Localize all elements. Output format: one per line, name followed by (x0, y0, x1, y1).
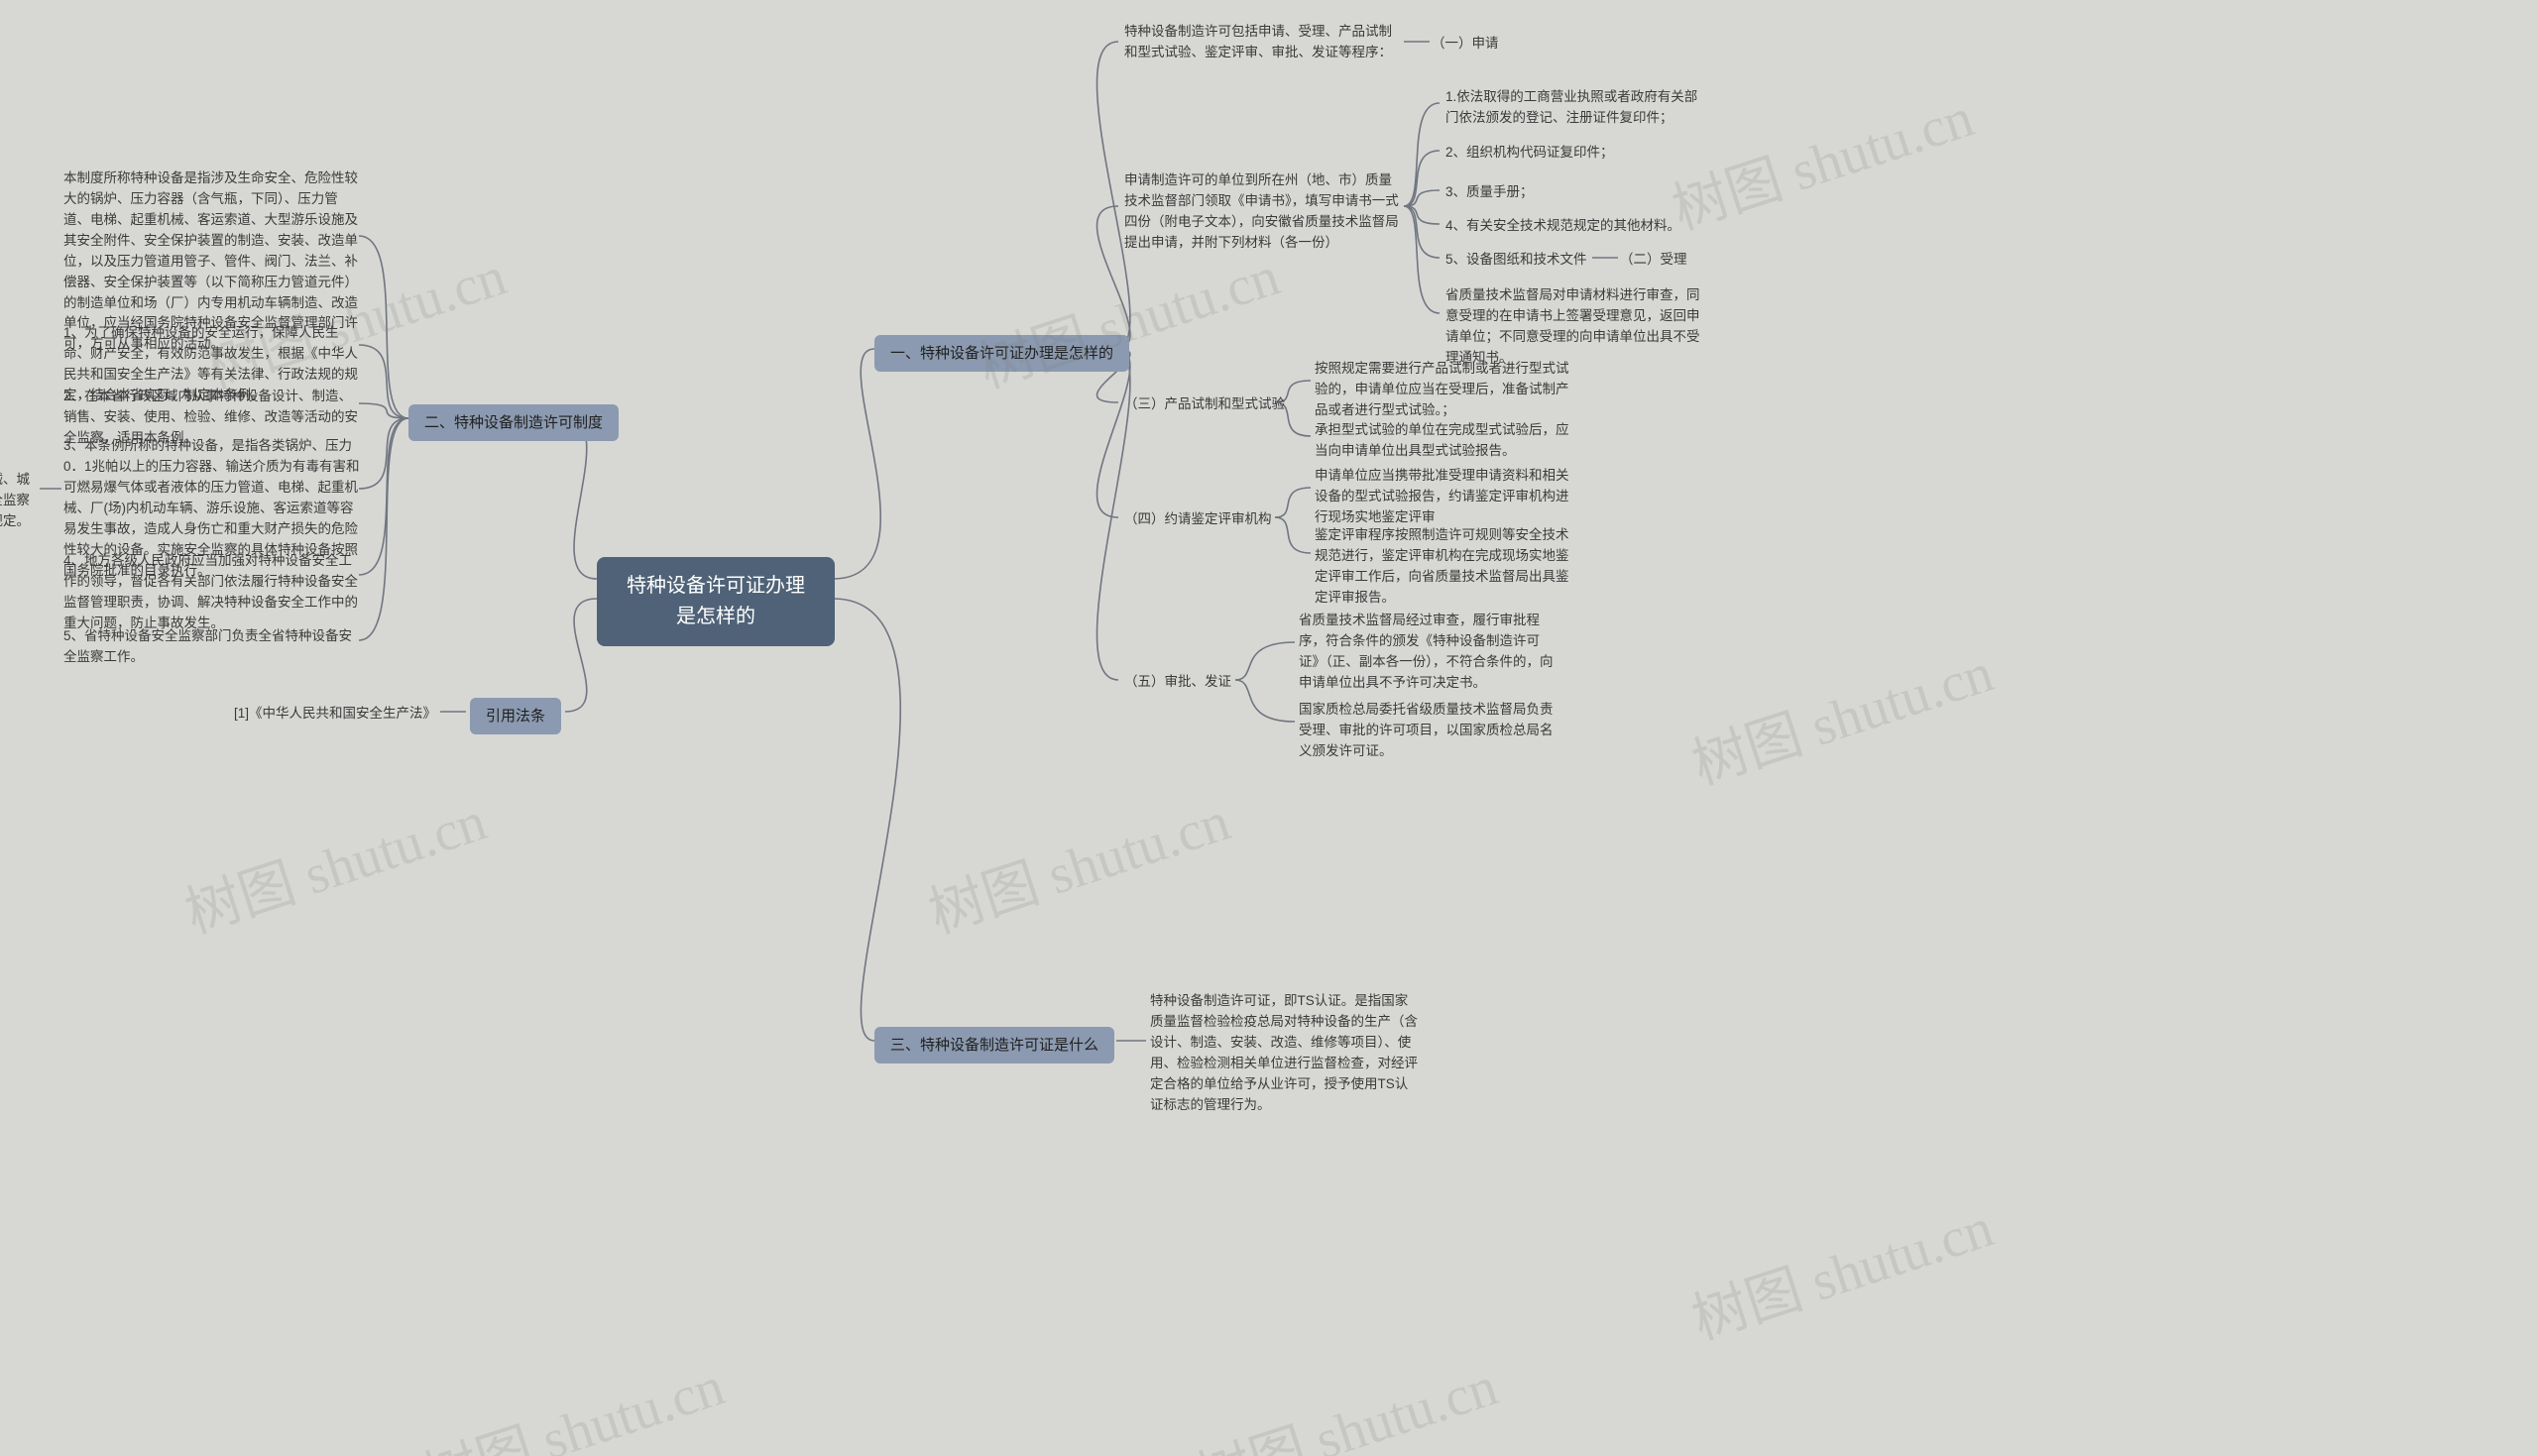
leaf-1-5-label: （五）审批、发证 (1124, 672, 1231, 693)
leaf-1-1-tag: （一）申请 (1432, 34, 1499, 55)
leaf-1-2-d: 4、有关安全技术规范规定的其他材料。 (1445, 216, 1680, 237)
branch-1[interactable]: 一、特种设备许可证办理是怎样的 (874, 335, 1129, 372)
leaf-1-2-b: 2、组织机构代码证复印件； (1445, 143, 1614, 164)
leaf-1-1: 特种设备制造许可包括申请、受理、产品试制和型式试验、鉴定评审、审批、发证等程序： (1124, 22, 1402, 63)
branch-2[interactable]: 二、特种设备制造许可制度 (408, 404, 619, 441)
leaf-1-2-e: 5、设备图纸和技术文件 (1445, 250, 1587, 271)
leaf-1-2-c: 3、质量手册； (1445, 182, 1534, 203)
leaf-1-2-head: 申请制造许可的单位到所在州（地、市）质量技术监督部门领取《申请书》，填写申请书一… (1124, 170, 1402, 254)
leaf-1-5-a: 省质量技术监督局经过审查，履行审批程序，符合条件的颁发《特种设备制造许可证》（正… (1299, 611, 1557, 694)
leaf-2-p4-aside: 法律、法规对建筑施工现场的起重机械、城市公用燃气压力管道等特种设备的安全监察另有… (0, 470, 30, 532)
leaf-1-2-a: 1.依法取得的工商营业执照或者政府有关部门依法颁发的登记、注册证件复印件； (1445, 87, 1703, 129)
leaf-1-4-a: 申请单位应当携带批准受理申请资料和相关设备的型式试验报告，约请鉴定评审机构进行现… (1315, 466, 1572, 528)
branch-3[interactable]: 三、特种设备制造许可证是什么 (874, 1027, 1114, 1064)
leaf-1-4-label: （四）约请鉴定评审机构 (1124, 509, 1272, 530)
root-node[interactable]: 特种设备许可证办理是怎样的 (597, 557, 835, 646)
leaf-1-2-f: 省质量技术监督局对申请材料进行审查，同意受理的在申请书上签署受理意见，返回申请单… (1445, 285, 1703, 369)
leaf-1-4-b: 鉴定评审程序按照制造许可规则等安全技术规范进行，鉴定评审机构在完成现场实地鉴定评… (1315, 525, 1572, 609)
branch-4[interactable]: 引用法条 (470, 698, 561, 734)
leaf-1-2-e-tag: （二）受理 (1620, 250, 1687, 271)
leaf-3-text: 特种设备制造许可证，即TS认证。是指国家质量监督检验检疫总局对特种设备的生产（含… (1150, 991, 1418, 1116)
leaf-1-3-label: （三）产品试制和型式试验 (1124, 394, 1285, 415)
leaf-2-p5: 4、地方各级人民政府应当加强对特种设备安全工作的领导，督促各有关部门依法履行特种… (63, 551, 361, 634)
leaf-1-5-b: 国家质检总局委托省级质量技术监督局负责受理、审批的许可项目，以国家质检总局名义颁… (1299, 700, 1557, 762)
leaf-1-3-a: 按照规定需要进行产品试制或者进行型式试验的，申请单位应当在受理后，准备试制产品或… (1315, 359, 1572, 421)
leaf-4-text: [1]《中华人民共和国安全生产法》 (228, 704, 436, 725)
leaf-2-p6: 5、省特种设备安全监察部门负责全省特种设备安全监察工作。 (63, 626, 361, 668)
leaf-1-3-b: 承担型式试验的单位在完成型式试验后，应当向申请单位出具型式试验报告。 (1315, 420, 1572, 462)
